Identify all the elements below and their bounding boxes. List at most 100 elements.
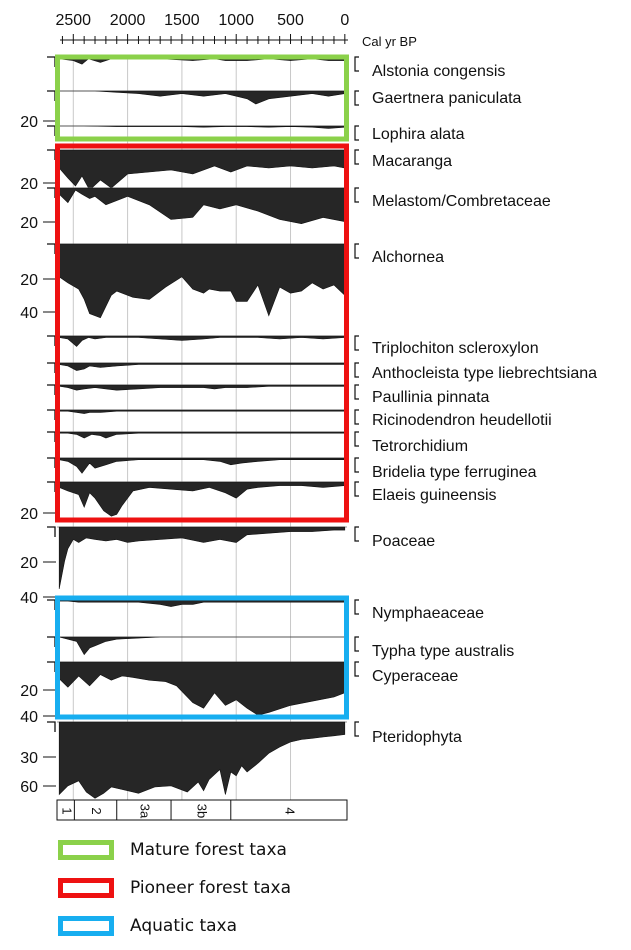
y-tick-label: 40 — [20, 590, 38, 607]
zone-strip: 1 2 3a 3b 4 — [56, 799, 348, 821]
series-area — [58, 481, 346, 517]
series-area — [58, 243, 346, 319]
panel-macaranga: 20 Macaranga — [20, 149, 452, 193]
series-area — [58, 721, 346, 799]
aquatic-frame — [55, 595, 349, 720]
panel-right-bracket — [354, 56, 359, 72]
age-axis: 2500 2000 1500 1000 500 0 Cal yr BP — [55, 12, 416, 49]
zone-strip-frame — [56, 799, 348, 821]
series-label: Alchornea — [372, 249, 444, 266]
series-area — [58, 599, 346, 607]
legend-swatch-aquatic — [58, 916, 114, 936]
series-label: Gaertnera paniculata — [372, 90, 522, 107]
series-label: Macaranga — [372, 153, 452, 170]
x-tick-label: 2500 — [55, 12, 91, 29]
series-label: Triplochiton scleroxylon — [372, 340, 539, 357]
panel-tetrorchidium: Tetrorchidium — [47, 431, 468, 455]
panel-left-bracket — [47, 335, 56, 346]
panel-right-bracket — [354, 243, 359, 259]
series-area — [58, 149, 346, 191]
taxa-panels: Alstonia congensis Gaertnera paniculata 20… — [20, 56, 597, 799]
y-tick-label: 40 — [20, 709, 38, 726]
panel-left-bracket — [47, 187, 56, 198]
legend-item-aquatic: Aquatic taxa — [58, 912, 458, 940]
series-label: Cyperaceae — [372, 668, 458, 685]
y-tick-label: 20 — [20, 215, 38, 232]
panel-cyperaceae: 20 40 Cyperaceae — [20, 661, 458, 726]
series-area — [58, 384, 346, 391]
series-area — [58, 526, 346, 590]
panel-right-bracket — [354, 125, 359, 141]
series-label: Ricinodendron heudellotii — [372, 412, 552, 429]
panel-left-bracket — [47, 90, 56, 101]
panel-right-bracket — [354, 362, 359, 378]
panel-right-bracket — [354, 721, 359, 737]
panel-bridelia-type-ferruginea: Bridelia type ferruginea — [47, 457, 537, 481]
panel-left-bracket — [47, 431, 56, 442]
panel-right-bracket — [354, 384, 359, 400]
panel-right-bracket — [354, 661, 359, 677]
series-label: Nymphaeaceae — [372, 605, 484, 622]
panel-anthocleista-type-liebrechtsiana: Anthocleista type liebrechtsiana — [47, 362, 597, 382]
series-label: Melastom/Combretaceae — [372, 193, 551, 210]
y-tick-label: 40 — [20, 305, 38, 322]
series-label: Pteridophyta — [372, 729, 462, 746]
panel-left-bracket — [47, 661, 56, 672]
y-tick-label: 60 — [20, 779, 38, 796]
panel-left-bracket — [47, 526, 56, 537]
legend-label-aquatic: Aquatic taxa — [130, 916, 238, 936]
y-tick-label: 20 — [20, 114, 38, 131]
series-label: Tetrorchidium — [372, 438, 468, 455]
series-label: Bridelia type ferruginea — [372, 464, 537, 481]
panel-left-bracket — [47, 362, 56, 373]
panel-left-bracket — [47, 457, 56, 468]
series-label: Alstonia congensis — [372, 63, 505, 80]
panel-left-bracket — [47, 384, 56, 395]
pollen-diagram: 2500 2000 1500 1000 500 0 Cal yr BP Alstonia c… — [20, 12, 597, 821]
series-label: Poaceae — [372, 533, 435, 550]
y-tick-label: 20 — [20, 176, 38, 193]
series-area — [59, 125, 346, 129]
series-area — [58, 187, 346, 225]
panel-left-bracket — [47, 56, 56, 67]
y-tick-label: 20 — [20, 555, 38, 572]
legend: Mature forest taxa Pioneer forest taxa A… — [58, 836, 458, 950]
series-area — [58, 661, 346, 716]
panel-alstonia-congensis: Alstonia congensis — [47, 56, 505, 80]
y-tick-label: 20 — [20, 683, 38, 700]
panel-poaceae: 20 40 Poaceae — [20, 526, 435, 607]
series-area — [58, 409, 346, 414]
series-label: Paullinia pinnata — [372, 389, 490, 406]
panel-right-bracket — [354, 636, 359, 652]
panel-left-bracket — [47, 243, 56, 254]
panel-typha-type-australis: Typha type australis — [47, 636, 514, 660]
panel-right-bracket — [354, 335, 359, 351]
zone-label: 3b — [194, 804, 209, 818]
panel-right-bracket — [354, 409, 359, 425]
panel-right-bracket — [354, 599, 359, 615]
panel-right-bracket — [354, 526, 359, 542]
panel-alchornea: 20 40 Alchornea — [20, 243, 444, 322]
series-label: Lophira alata — [372, 126, 465, 143]
x-tick-label: 2000 — [110, 12, 146, 29]
series-area — [58, 335, 346, 347]
panel-left-bracket — [47, 721, 56, 732]
zone-label: 4 — [282, 807, 297, 814]
zone-label: 3a — [137, 804, 152, 819]
mature-forest-frame — [55, 54, 349, 142]
panel-left-bracket — [47, 125, 56, 136]
x-axis-title: Cal yr BP — [362, 34, 417, 49]
x-tick-label: 1500 — [164, 12, 200, 29]
panel-melastom-combretaceae: 20 Melastom/Combretaceae — [20, 187, 551, 232]
panel-right-bracket — [354, 457, 359, 473]
x-tick-label: 1000 — [218, 12, 254, 29]
y-tick-label: 30 — [20, 750, 38, 767]
series-area — [58, 362, 346, 371]
legend-item-mature: Mature forest taxa — [58, 836, 458, 864]
panel-nymphaeaceae: Nymphaeaceae — [47, 599, 484, 622]
panel-right-bracket — [354, 431, 359, 447]
pioneer-forest-frame — [55, 143, 349, 523]
y-tick-label: 20 — [20, 506, 38, 523]
panel-left-bracket — [47, 409, 56, 420]
panel-right-bracket — [354, 90, 359, 106]
